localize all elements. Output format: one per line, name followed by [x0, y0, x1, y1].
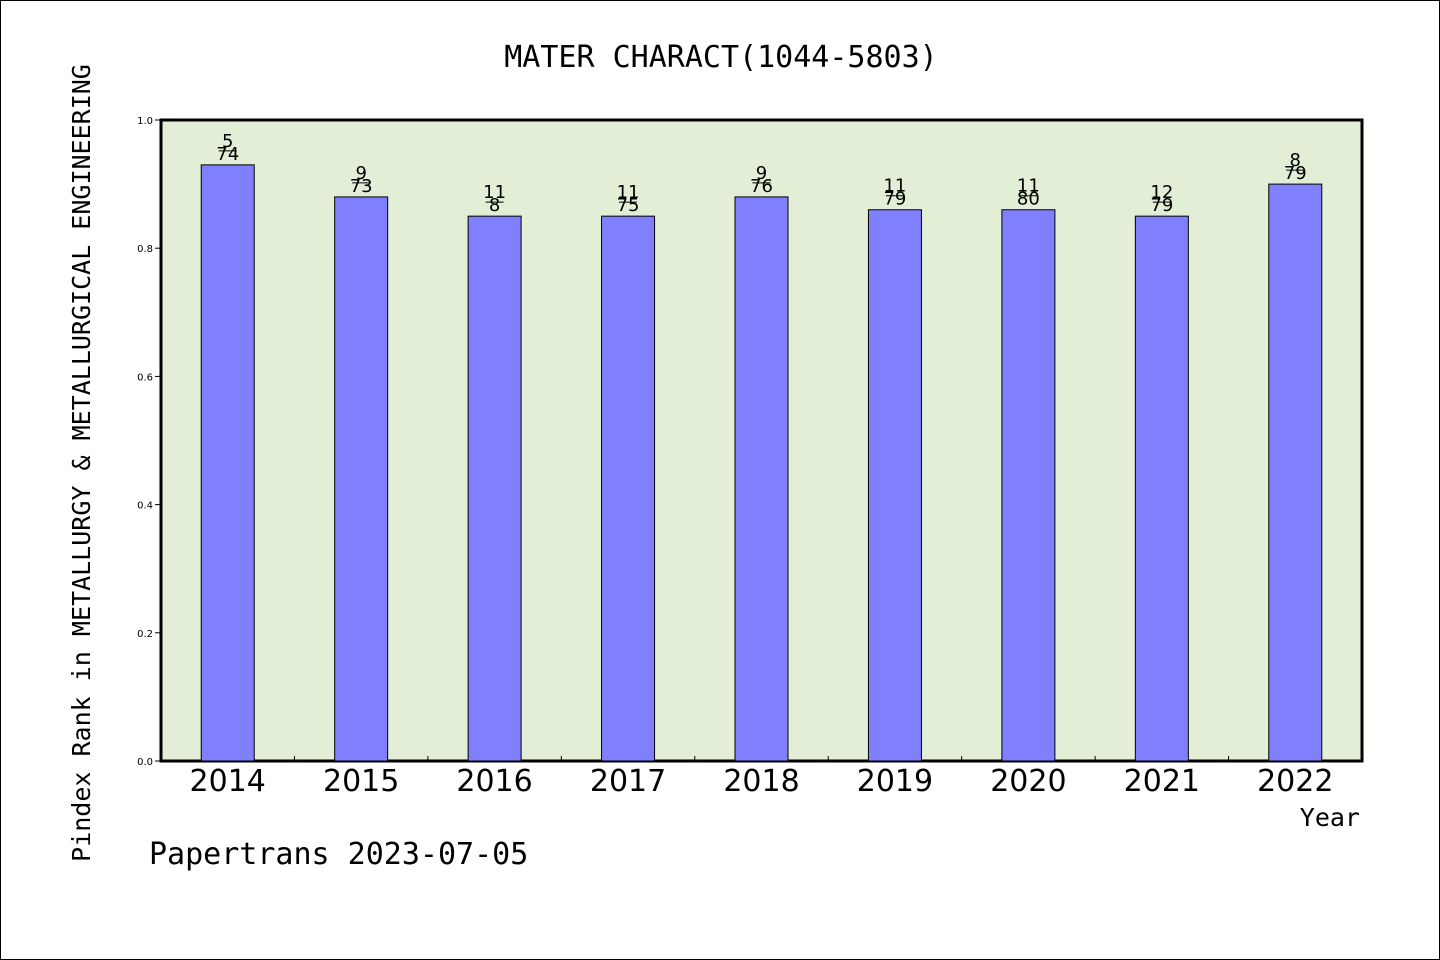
- y-tick-label: 0.4: [137, 501, 153, 512]
- bar-2018: [734, 196, 789, 762]
- bar-rank-label: 11: [483, 182, 506, 203]
- bar-total-label: 8: [489, 195, 500, 216]
- bar-rank-label: 8: [1290, 150, 1301, 171]
- bar-total-label: 74: [216, 144, 239, 165]
- bar-2019: [867, 209, 922, 762]
- bar-total-label: 75: [617, 195, 640, 216]
- chart-title: MATER CHARACT(1044-5803): [504, 40, 937, 75]
- footer-credit: Papertrans 2023-07-05: [149, 837, 528, 872]
- y-tick-label: 1.0: [137, 116, 153, 127]
- bar-total-label: 79: [1150, 195, 1173, 216]
- bar-total-label: 73: [350, 176, 373, 197]
- bar-total-label: 80: [1017, 189, 1040, 210]
- y-axis: 0.0 0.2 0.4 0.6 0.8 1.0: [137, 116, 161, 768]
- x-tick-label: 2022: [1257, 764, 1333, 799]
- bar-rank-label: 11: [617, 182, 640, 203]
- x-tick-label: 2018: [723, 764, 799, 799]
- x-tick-label: 2019: [857, 764, 933, 799]
- bar-rank-label: 5: [222, 131, 233, 152]
- bar-2015: [334, 196, 389, 762]
- x-tick-label: 2017: [590, 764, 666, 799]
- bar-total-label: 79: [883, 189, 906, 210]
- bar-2017: [601, 215, 656, 762]
- x-axis-label: Year: [1300, 803, 1360, 832]
- x-tick-label: 2015: [323, 764, 399, 799]
- x-tick-label: 2020: [990, 764, 1066, 799]
- bar-2022: [1268, 183, 1323, 762]
- bar-rank-label: 9: [355, 163, 366, 184]
- y-tick-label: 0.6: [137, 372, 153, 383]
- bar-2020: [1001, 209, 1056, 762]
- bar-total-label: 76: [750, 176, 773, 197]
- x-tick-label: 2016: [456, 764, 532, 799]
- x-axis: 2014 2015 2016 2017 2018 2019 2020 2021 2022: [190, 756, 1333, 799]
- x-tick-label: 2021: [1124, 764, 1200, 799]
- bar-rank-label: 12: [1150, 182, 1173, 203]
- y-tick-label: 0.0: [137, 757, 153, 768]
- bar-2014: [200, 164, 255, 762]
- bar-2021: [1134, 215, 1189, 762]
- y-axis-label: Pindex Rank in METALLURGY & METALLURGICA…: [67, 64, 96, 862]
- bar-total-label: 79: [1284, 163, 1307, 184]
- x-tick-label: 2014: [190, 764, 266, 799]
- y-tick-label: 0.2: [137, 629, 153, 640]
- bar-rank-label: 11: [1017, 176, 1040, 197]
- y-tick-label: 0.8: [137, 244, 153, 255]
- bar-rank-label: 9: [756, 163, 767, 184]
- bar-rank-label: 11: [883, 176, 906, 197]
- bar-2016: [467, 215, 522, 762]
